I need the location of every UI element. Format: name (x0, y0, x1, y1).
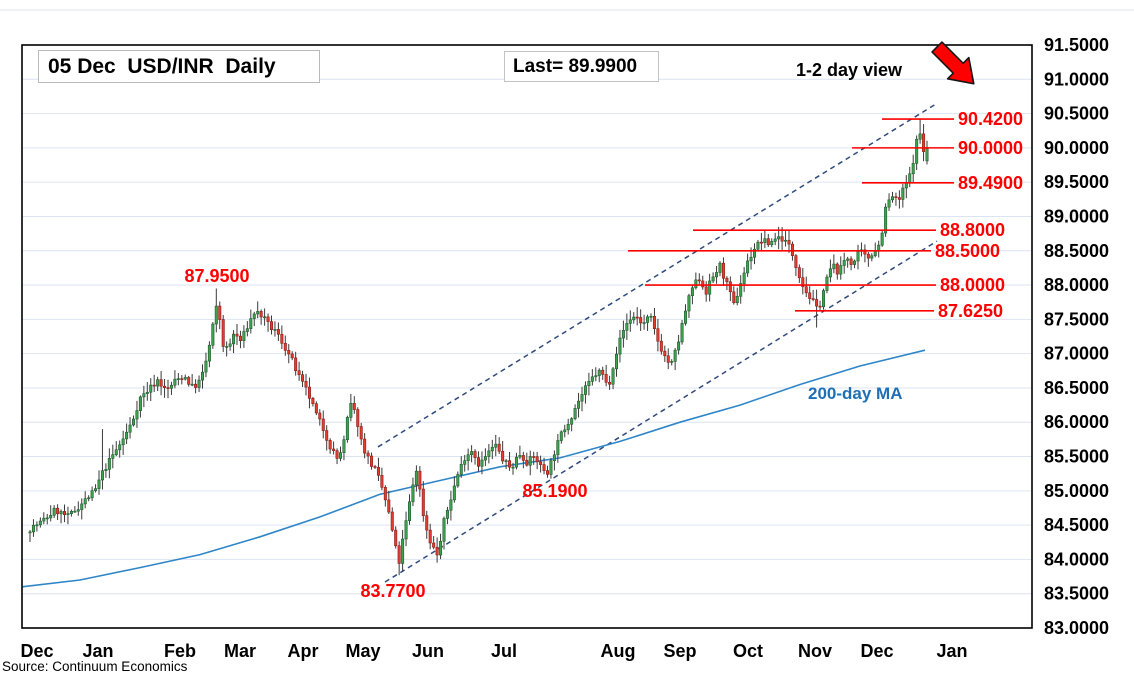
svg-text:200-day MA: 200-day MA (808, 384, 902, 403)
svg-text:91.0000: 91.0000 (1044, 69, 1109, 89)
svg-text:85.0000: 85.0000 (1044, 481, 1109, 501)
svg-text:88.8000: 88.8000 (940, 220, 1005, 240)
chart-title-box: 05 Dec USD/INR Daily (38, 50, 320, 83)
svg-text:90.5000: 90.5000 (1044, 104, 1109, 124)
svg-text:88.0000: 88.0000 (940, 275, 1005, 295)
plot-border (21, 44, 1033, 629)
svg-text:Jul: Jul (491, 641, 517, 661)
svg-text:Jan: Jan (82, 641, 113, 661)
moving-average-line (21, 349, 926, 588)
svg-text:May: May (345, 641, 380, 661)
swing-annotations: 87.9500 85.1900 83.7700 (184, 266, 587, 601)
svg-text:Dec: Dec (860, 641, 893, 661)
last-price-box: Last= 89.9900 (504, 51, 659, 82)
svg-text:83.0000: 83.0000 (1044, 618, 1109, 638)
svg-text:91.5000: 91.5000 (1044, 35, 1109, 55)
svg-text:Dec: Dec (20, 641, 53, 661)
svg-text:88.5000: 88.5000 (1044, 241, 1109, 261)
y-axis-labels: 91.5000 91.0000 90.5000 90.0000 89.5000 89.00… (1044, 35, 1109, 638)
svg-text:87.5000: 87.5000 (1044, 309, 1109, 329)
svg-text:86.0000: 86.0000 (1044, 412, 1109, 432)
view-horizon-label: 1-2 day view (796, 60, 903, 80)
trend-channel (377, 103, 938, 583)
ma-label: 200-day MA (808, 384, 902, 403)
chart-title: 05 Dec USD/INR Daily (48, 54, 276, 78)
svg-text:Oct: Oct (733, 641, 763, 661)
svg-text:85.1900: 85.1900 (522, 481, 587, 501)
svg-text:87.9500: 87.9500 (184, 266, 249, 286)
svg-text:83.5000: 83.5000 (1044, 584, 1109, 604)
svg-text:88.5000: 88.5000 (935, 241, 1000, 261)
last-price-label: Last= 89.9900 (513, 55, 638, 77)
svg-text:89.5000: 89.5000 (1044, 172, 1109, 192)
svg-text:Apr: Apr (288, 641, 319, 661)
svg-text:90.0000: 90.0000 (958, 138, 1023, 158)
svg-text:84.0000: 84.0000 (1044, 549, 1109, 569)
svg-text:85.5000: 85.5000 (1044, 447, 1109, 467)
svg-text:Mar: Mar (224, 641, 256, 661)
svg-text:Sep: Sep (663, 641, 696, 661)
svg-text:83.7700: 83.7700 (360, 581, 425, 601)
svg-text:89.4900: 89.4900 (958, 173, 1023, 193)
svg-text:89.0000: 89.0000 (1044, 206, 1109, 226)
svg-text:Nov: Nov (798, 641, 832, 661)
gridlines (22, 44, 1032, 629)
svg-text:Jun: Jun (412, 641, 444, 661)
svg-text:86.5000: 86.5000 (1044, 378, 1109, 398)
svg-text:90.4200: 90.4200 (958, 109, 1023, 129)
svg-text:88.0000: 88.0000 (1044, 275, 1109, 295)
down-right-arrow-icon (931, 41, 975, 85)
svg-text:84.5000: 84.5000 (1044, 515, 1109, 535)
x-axis-labels: Dec Jan Feb Mar Apr May Jun Jul Aug Sep Oct Nov Dec J… (20, 641, 967, 661)
svg-text:Feb: Feb (164, 641, 196, 661)
source-label: Source: Continuum Economics (2, 659, 188, 674)
svg-text:Jan: Jan (936, 641, 967, 661)
svg-text:90.0000: 90.0000 (1044, 138, 1109, 158)
candles (28, 119, 929, 576)
svg-text:87.6250: 87.6250 (938, 301, 1003, 321)
svg-text:87.0000: 87.0000 (1044, 344, 1109, 364)
svg-text:Aug: Aug (601, 641, 636, 661)
